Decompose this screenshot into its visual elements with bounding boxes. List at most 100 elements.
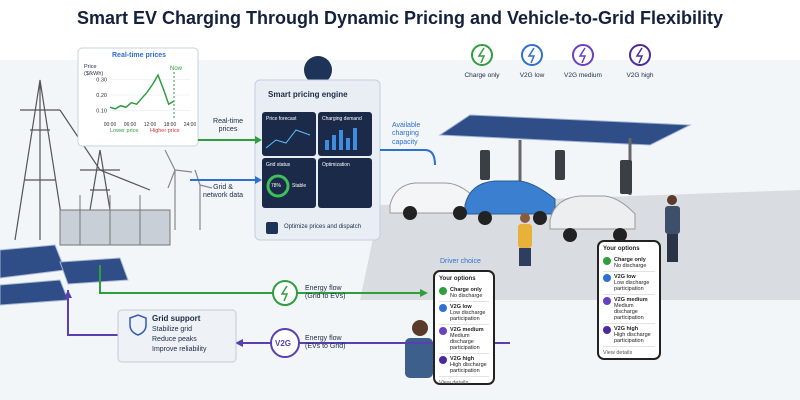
legend-label: Higher price xyxy=(150,128,180,134)
driver-choice: Driver choice xyxy=(440,258,481,265)
option-icon xyxy=(439,287,447,295)
option: V2G low Low discharge participation xyxy=(603,272,655,295)
option-icon xyxy=(439,327,447,335)
option-name: V2G high xyxy=(450,356,475,362)
option-icon xyxy=(603,297,611,305)
gauge-value: 78% xyxy=(271,183,282,189)
option: V2G medium Medium discharge participation xyxy=(439,325,489,354)
engine-footer: Optimize prices and dispatch xyxy=(284,224,362,230)
mode-label: V2G medium xyxy=(564,72,602,79)
flow-label: Grid & network data xyxy=(202,184,244,200)
x-tick-label: 06:00 xyxy=(124,122,137,128)
tile-label: Charging demand xyxy=(322,116,362,122)
option-text: V2G low Low discharge participation xyxy=(450,304,489,322)
price-line xyxy=(109,73,175,110)
now-label: Now xyxy=(170,66,183,72)
engine-tile xyxy=(318,158,372,208)
grid-support-item: Reduce peaks xyxy=(152,336,197,343)
x-tick-label: 18:00 xyxy=(164,122,177,128)
v2g-icon xyxy=(270,328,300,358)
substation-details xyxy=(79,195,141,245)
option: Charge only No discharge xyxy=(439,285,489,302)
option: Charge only No discharge xyxy=(603,255,655,272)
flow-label: Real-time prices xyxy=(213,118,243,134)
status: Stable xyxy=(292,183,307,189)
bolt xyxy=(527,47,536,64)
mode-icon xyxy=(471,44,493,66)
phone-header: Your options xyxy=(439,276,476,282)
price-panel xyxy=(77,47,199,147)
y-tick-label: 0.30 xyxy=(96,78,107,84)
demand-bars xyxy=(325,128,357,150)
option-name: V2G high xyxy=(614,326,639,332)
option-name: V2G low xyxy=(450,304,472,310)
option-text: V2G medium Medium discharge participation xyxy=(614,297,655,321)
option-detail: Medium discharge participation xyxy=(614,303,644,321)
cars xyxy=(389,180,636,242)
forecast-line xyxy=(265,129,311,149)
bolt xyxy=(578,47,587,64)
option-text: V2G high High discharge participation xyxy=(614,326,655,344)
pylons xyxy=(14,79,151,241)
option-text: V2G low Low discharge participation xyxy=(614,274,655,292)
mode-icon xyxy=(629,44,651,66)
option-icon xyxy=(439,356,447,364)
option-name: Charge only xyxy=(450,287,482,293)
energy-icon xyxy=(272,280,298,306)
option-detail: Low discharge participation xyxy=(614,280,650,292)
v2g-badge: V2G xyxy=(275,339,292,348)
option-name: V2G medium xyxy=(614,297,648,303)
grid-support-panel xyxy=(117,309,237,363)
phone: Your options Charge only No discharge V2G l… xyxy=(597,240,661,360)
phone-header: Your options xyxy=(603,246,640,252)
x-tick-label: 24:00 xyxy=(184,122,197,128)
option-detail: Low discharge participation xyxy=(450,310,486,322)
option-name: Charge only xyxy=(614,257,646,263)
x-tick-label: 12:00 xyxy=(144,122,157,128)
wind-turbines xyxy=(164,149,213,230)
engine-tile xyxy=(262,112,316,156)
option-text: V2G medium Medium discharge participation xyxy=(450,327,489,351)
panel-title: Real-time prices xyxy=(112,52,167,59)
axis-label: Price ($/kWh) xyxy=(84,64,104,77)
engine-title: Smart pricing engine xyxy=(268,90,348,99)
grid-support-item: Stabilize grid xyxy=(152,326,193,333)
y-tick-label: 0.20 xyxy=(96,93,107,99)
phone-footer: View details xyxy=(603,350,633,356)
option-icon xyxy=(439,304,447,312)
x-tick-label: 00:00 xyxy=(104,122,117,128)
chip-icon xyxy=(266,222,278,234)
chargers xyxy=(480,150,632,194)
grid-support-title: Grid support xyxy=(152,314,201,323)
flow-label: Energy flow (EVs to Grid) xyxy=(305,335,346,351)
mode-icon xyxy=(521,44,543,66)
brain-icon xyxy=(304,56,332,84)
option-text: Charge only No discharge xyxy=(614,257,646,269)
tile-label: Price forecast xyxy=(266,116,297,122)
legend-label: Lower price xyxy=(110,128,139,134)
flow-label: Available charging capacity xyxy=(392,122,421,146)
y-tick-label: 0.10 xyxy=(96,108,107,114)
flow-label: Energy flow (Grid to EVs) xyxy=(305,285,346,301)
mode-icon xyxy=(572,44,594,66)
option-detail: Medium discharge participation xyxy=(450,333,480,351)
option-name: V2G low xyxy=(614,274,636,280)
option-detail: No discharge xyxy=(450,293,483,299)
option: V2G high High discharge participation xyxy=(603,324,655,347)
phone-footer: View details xyxy=(439,380,469,386)
gauge xyxy=(266,174,290,198)
mode-label: V2G high xyxy=(626,72,653,79)
option-icon xyxy=(603,257,611,265)
engine-tile xyxy=(318,112,372,156)
bolt xyxy=(635,47,644,64)
substation xyxy=(59,209,171,246)
people xyxy=(405,195,680,378)
title: Smart EV Charging Through Dynamic Pricin… xyxy=(76,8,724,28)
bolt xyxy=(280,285,289,302)
option-detail: No discharge xyxy=(614,263,647,269)
option-name: V2G medium xyxy=(450,327,484,333)
option-text: Charge only No discharge xyxy=(450,287,482,299)
option: V2G low Low discharge participation xyxy=(439,302,489,325)
grid-support-item: Improve reliability xyxy=(152,346,207,353)
